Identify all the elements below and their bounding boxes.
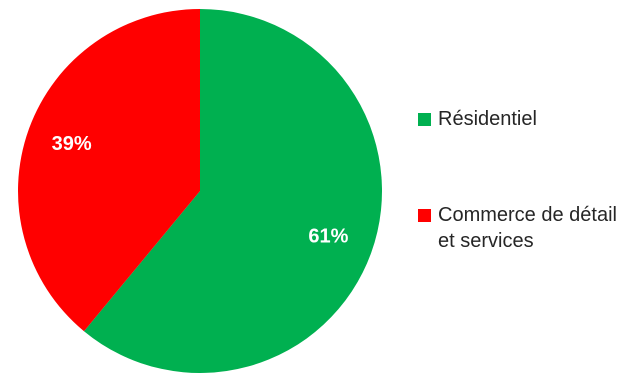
data-label-commerce: 39% [52,133,92,155]
data-label-residentiel: 61% [308,225,348,247]
legend-label-commerce: Commerce de détail et services [438,204,617,252]
pie-data-labels: 61% 39% [52,133,349,247]
pie-slice-commerce [18,9,200,332]
legend-swatch-residentiel [418,113,431,126]
legend-item-residentiel: Résidentiel [418,106,638,132]
legend-swatch-commerce [418,209,431,222]
legend-label-residentiel: Résidentiel [438,108,537,130]
pie-slices [18,9,383,373]
legend-item-commerce: Commerce de détail et services [418,202,638,254]
pie-slice-residentiel [83,9,383,373]
